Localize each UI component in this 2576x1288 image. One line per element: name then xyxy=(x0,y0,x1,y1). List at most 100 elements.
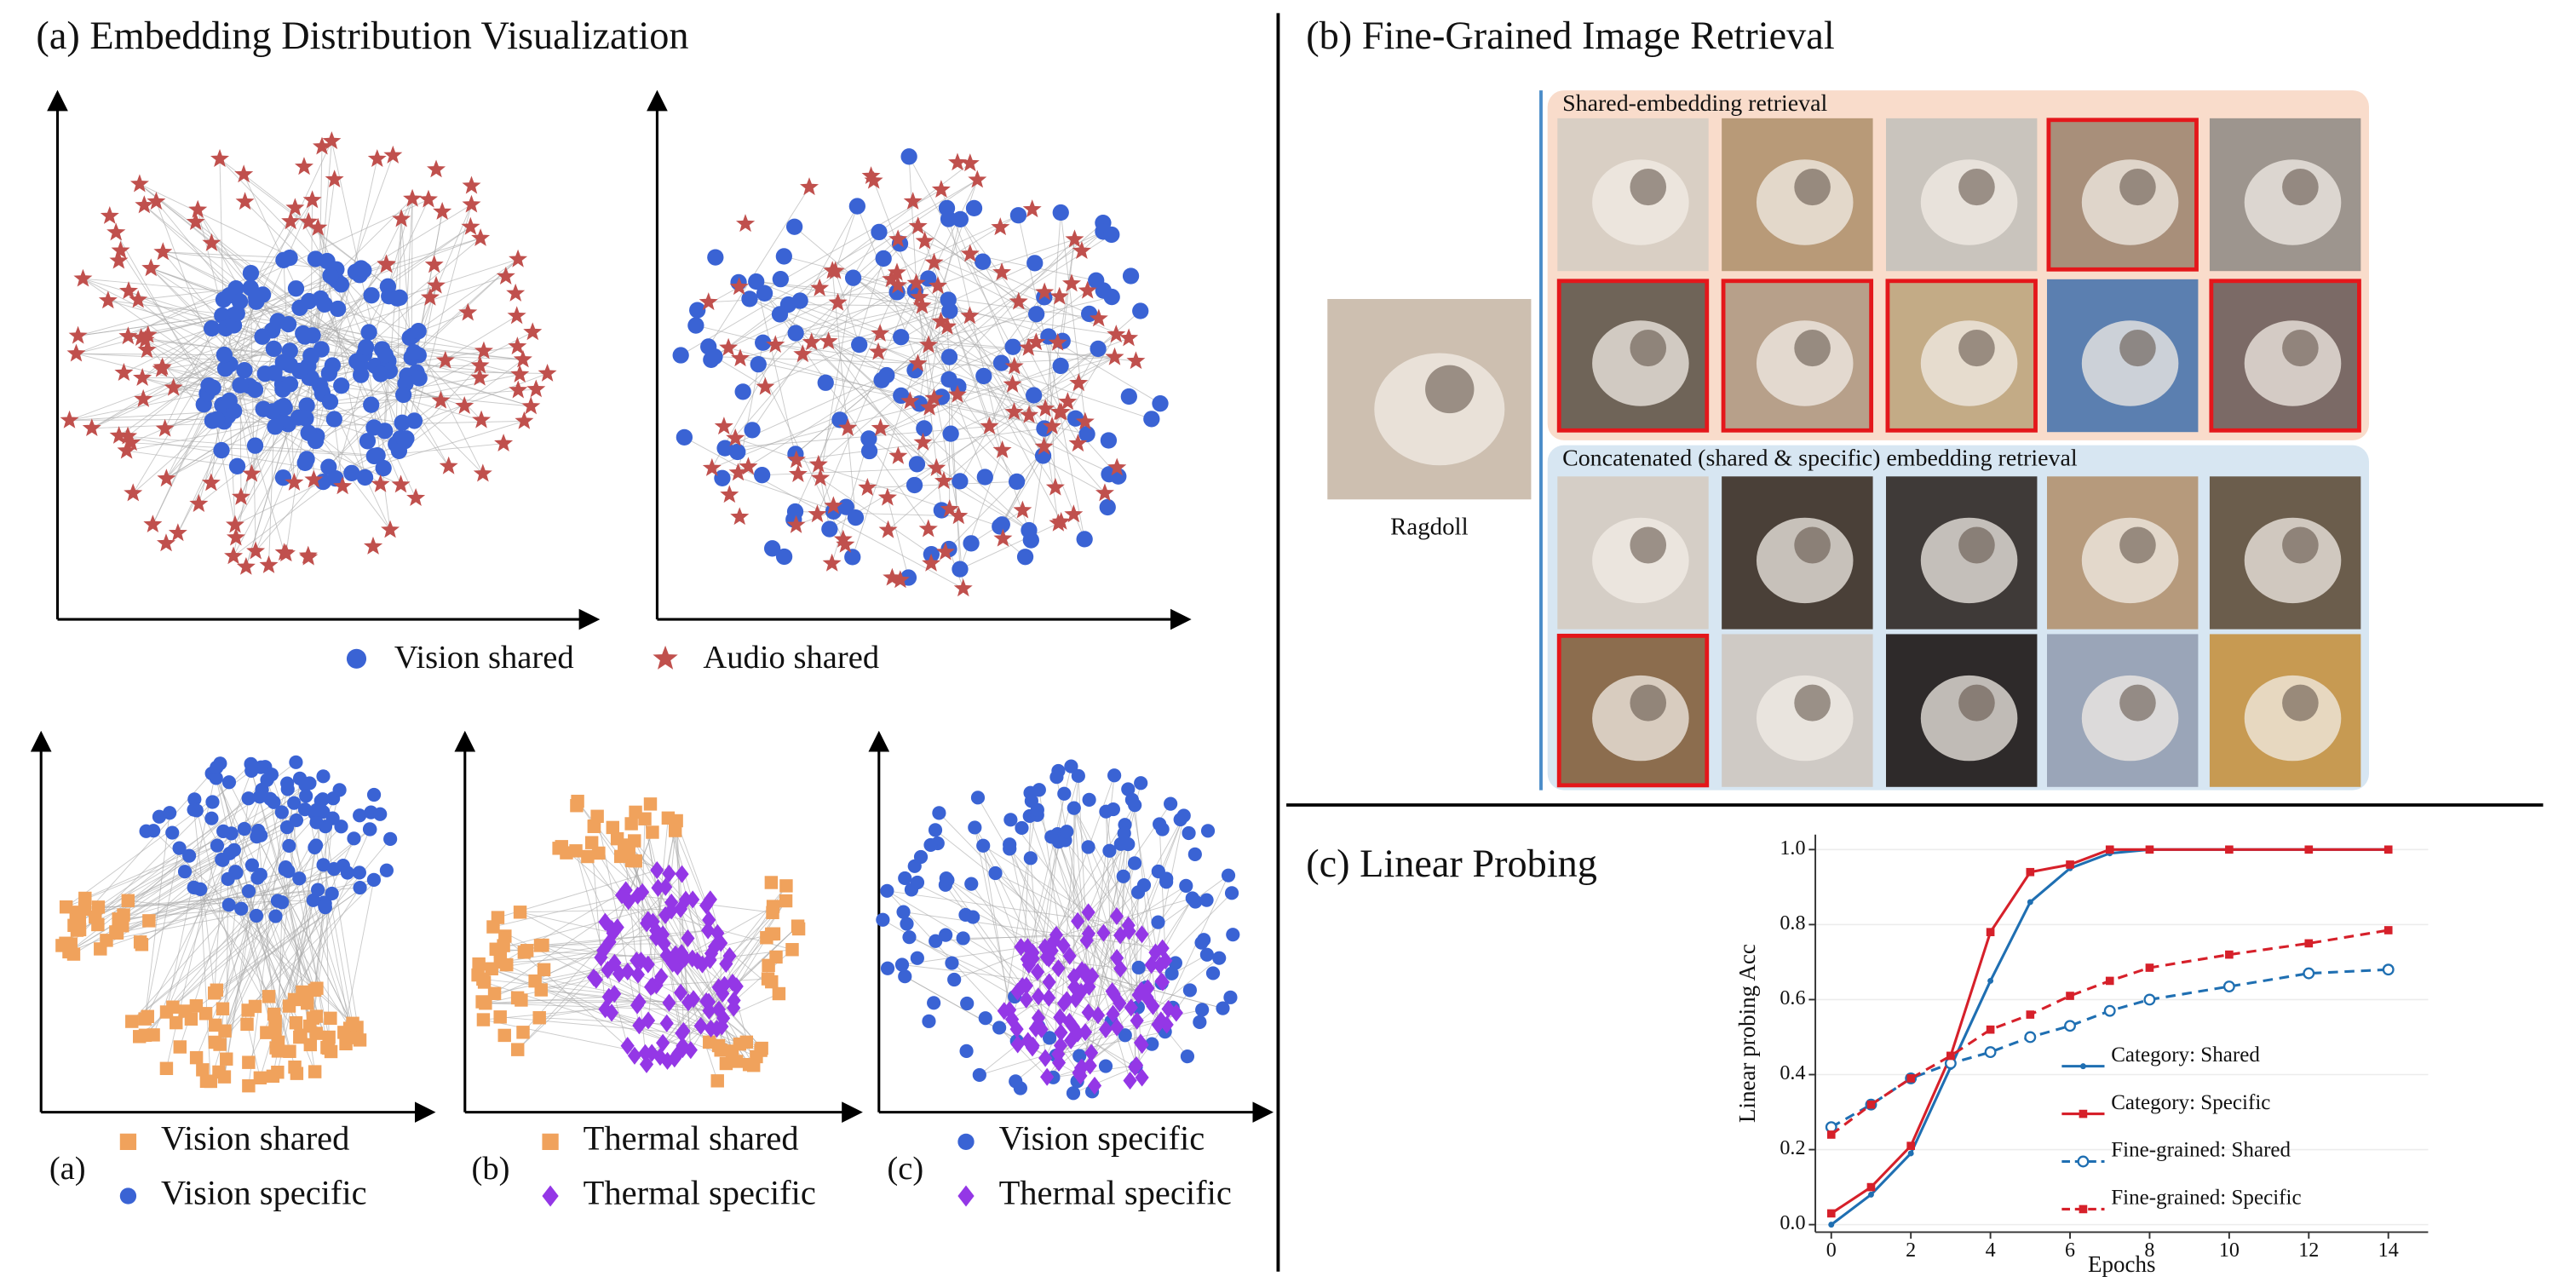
scatter-point xyxy=(119,1133,137,1150)
scatter-point xyxy=(1146,997,1160,1015)
scatter-point xyxy=(241,1003,255,1017)
scatter-point xyxy=(227,842,242,857)
edge xyxy=(1081,957,1220,1068)
scatter-point xyxy=(159,1061,174,1075)
scatter-point xyxy=(353,808,367,823)
scatter-point xyxy=(808,504,827,523)
scatter-point xyxy=(906,476,923,494)
scatter-point xyxy=(210,760,224,774)
scatter-point xyxy=(470,367,490,386)
edge xyxy=(78,295,230,336)
data-point xyxy=(2304,845,2314,854)
scatter-point xyxy=(1090,1006,1106,1025)
edge xyxy=(756,281,820,289)
scatter-point xyxy=(494,434,514,451)
edge xyxy=(256,877,315,991)
scatter-point xyxy=(851,336,868,354)
scatter-point xyxy=(729,443,746,461)
scatter-point xyxy=(410,323,427,340)
scatter-point xyxy=(1185,891,1199,906)
scatter-point xyxy=(1053,1036,1068,1055)
edge xyxy=(483,1019,646,1054)
scatter-point xyxy=(876,912,890,927)
edge xyxy=(905,877,1147,998)
scatter-point xyxy=(221,898,236,912)
edge xyxy=(828,341,1030,531)
scatter-point xyxy=(513,906,527,919)
scatter-point xyxy=(910,875,925,890)
edge xyxy=(250,770,315,991)
scatter-point xyxy=(991,217,1010,236)
image-subject xyxy=(1630,684,1667,722)
scatter-point xyxy=(741,290,758,308)
scatter-point xyxy=(248,289,265,306)
edge xyxy=(1141,898,1193,991)
edge xyxy=(126,450,238,467)
data-point xyxy=(1866,1100,1876,1109)
scatter-point xyxy=(1132,302,1149,319)
edge xyxy=(225,238,481,329)
legend-label: Vision specific xyxy=(999,1119,1205,1158)
scatter-point xyxy=(878,366,895,384)
scatter-point xyxy=(890,570,910,589)
scatter-point xyxy=(570,798,584,813)
scatter-point xyxy=(775,248,792,265)
scatter-point xyxy=(1161,999,1176,1018)
scatter-point xyxy=(607,985,622,1003)
scatter-point xyxy=(1040,1067,1055,1086)
data-point xyxy=(2222,980,2235,992)
scatter-point xyxy=(928,823,943,837)
scatter-point xyxy=(316,769,331,784)
scatter-point xyxy=(906,273,926,291)
scatter-point xyxy=(164,377,183,396)
scatter-point xyxy=(1126,351,1146,370)
scatter-point xyxy=(285,473,304,491)
scatter-point xyxy=(246,381,264,399)
scatter-point xyxy=(68,325,88,344)
scatter-point xyxy=(367,149,387,167)
edge xyxy=(943,480,1030,531)
scatter-point xyxy=(861,166,881,184)
scatter-point xyxy=(629,854,642,868)
image-subject xyxy=(2119,526,2156,564)
edge xyxy=(387,286,484,474)
scatter-point xyxy=(210,148,230,167)
scatter-point xyxy=(199,1074,214,1089)
scatter-point xyxy=(216,1002,230,1015)
x-tick-label: 12 xyxy=(2298,1239,2319,1262)
scatter-point xyxy=(379,863,394,877)
scatter-point xyxy=(875,250,892,267)
scatter-point xyxy=(1028,1019,1043,1038)
scatter-point xyxy=(976,838,991,853)
scatter-point xyxy=(216,853,230,867)
scatter-point xyxy=(302,776,317,791)
scatter-point xyxy=(908,354,928,372)
scatter-point xyxy=(1153,817,1167,831)
scatter-point xyxy=(791,292,808,309)
scatter-point xyxy=(1216,1001,1230,1015)
x-tick-label: 2 xyxy=(1906,1239,1916,1262)
scatter-point xyxy=(1036,399,1055,417)
scatter-point xyxy=(143,515,163,533)
scatter-point xyxy=(902,930,917,945)
scatter-point xyxy=(268,1015,282,1028)
edge xyxy=(1073,875,1229,988)
scatter-point xyxy=(1075,411,1095,430)
scatter-point xyxy=(1008,473,1026,491)
scatter-point xyxy=(643,797,658,811)
scatter-point xyxy=(523,322,543,341)
scatter-point xyxy=(731,348,750,367)
legend-label: Vision specific xyxy=(161,1173,367,1211)
group-title: Concatenated (shared & specific) embeddi… xyxy=(1562,445,2078,471)
scatter-point xyxy=(259,555,279,573)
scatter-point xyxy=(78,891,92,906)
scatter-point xyxy=(340,865,355,880)
scatter-point xyxy=(203,319,221,337)
scatter-point xyxy=(293,1030,307,1044)
edge xyxy=(482,978,615,995)
scatter-point xyxy=(993,528,1013,547)
scatter-point xyxy=(1144,956,1159,975)
scatter-point xyxy=(98,290,118,309)
scatter-point xyxy=(1152,395,1169,412)
data-point xyxy=(1826,1209,1836,1218)
